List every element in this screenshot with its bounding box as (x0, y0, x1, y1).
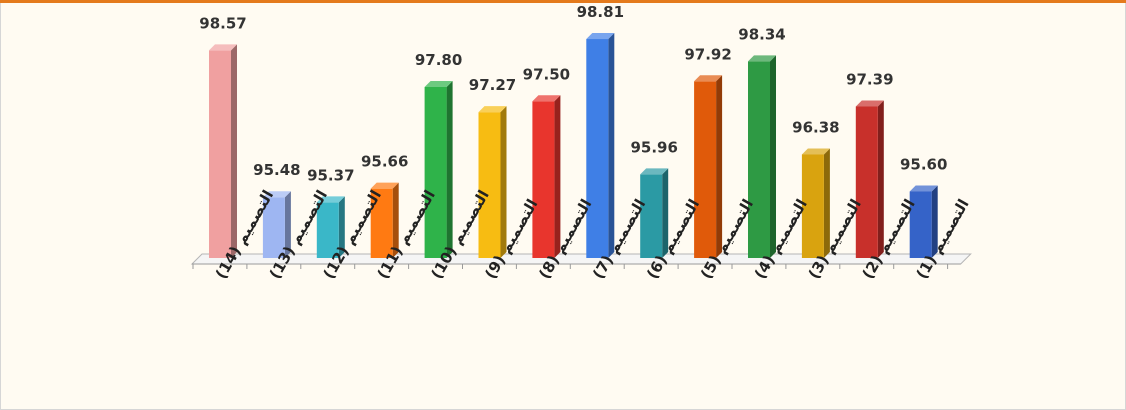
bar (478, 106, 507, 258)
bar-side (231, 44, 237, 258)
bar-top (316, 196, 345, 203)
bar-top (262, 191, 291, 198)
bar (316, 196, 345, 258)
value-label: 95.66 (361, 153, 408, 171)
value-label: 97.50 (523, 65, 570, 83)
bar (694, 75, 723, 258)
value-label: 96.38 (792, 118, 839, 136)
bar-top (586, 33, 615, 40)
top-accent-bar (0, 0, 1126, 3)
bar-front (748, 61, 770, 258)
bar (801, 148, 830, 258)
value-label: 95.48 (253, 161, 300, 179)
value-label: 97.80 (415, 51, 462, 69)
bar-front (316, 202, 339, 258)
bar (855, 100, 884, 258)
value-label: 97.39 (846, 70, 893, 88)
bar-front (478, 112, 501, 258)
bar-front (694, 81, 717, 258)
bar-side (446, 81, 453, 258)
value-label: 98.57 (199, 14, 246, 32)
value-label: 95.60 (900, 156, 947, 174)
bar-front (370, 188, 393, 258)
bar-top (640, 168, 669, 175)
bar (424, 81, 453, 258)
bar (209, 44, 237, 258)
floor-plane (190, 253, 972, 265)
bar-side (662, 168, 669, 258)
bar-top (424, 81, 453, 87)
bar-side (877, 100, 884, 258)
bar-top (532, 95, 561, 102)
bar (370, 182, 399, 258)
bar (586, 33, 615, 259)
bar-side (392, 182, 399, 258)
bar-top (478, 106, 507, 113)
bar-side (284, 191, 291, 258)
bar-front (424, 87, 447, 258)
bar-front (640, 174, 663, 258)
value-label: 98.81 (577, 3, 624, 21)
value-label: 95.37 (307, 166, 354, 184)
bar-front (262, 197, 285, 258)
bar-front (801, 154, 824, 258)
value-labels-layer: 98.57 95.48 95.37 95.66 97.80 97.27 97.50 98.81… (199, 3, 947, 184)
bar-side (716, 75, 723, 258)
bar-top (748, 55, 776, 62)
bar-top (209, 44, 237, 51)
bar-top (855, 100, 884, 107)
bar-top (909, 185, 938, 192)
bar-side (931, 185, 938, 258)
bar (262, 191, 291, 258)
bar-front (855, 106, 878, 258)
bar (748, 55, 776, 258)
bars-layer (209, 33, 938, 259)
bar (640, 168, 669, 258)
bar-side (608, 33, 615, 259)
bar (532, 95, 561, 258)
bar-front (532, 101, 555, 258)
value-label: 97.27 (469, 76, 516, 94)
value-label: 98.34 (738, 25, 785, 43)
bar-side (500, 106, 507, 258)
value-label: 95.96 (630, 138, 677, 156)
bar-top (694, 75, 723, 82)
value-label: 97.92 (684, 45, 731, 63)
bar-top (801, 148, 830, 155)
bar-side (770, 55, 776, 258)
bar-top (370, 182, 399, 189)
bar-front (909, 191, 932, 258)
bar-front (586, 39, 609, 259)
bar (909, 185, 938, 258)
bar-side (823, 148, 830, 258)
bar-front (209, 50, 231, 258)
bar-side (338, 196, 345, 258)
bar-side (554, 95, 561, 258)
